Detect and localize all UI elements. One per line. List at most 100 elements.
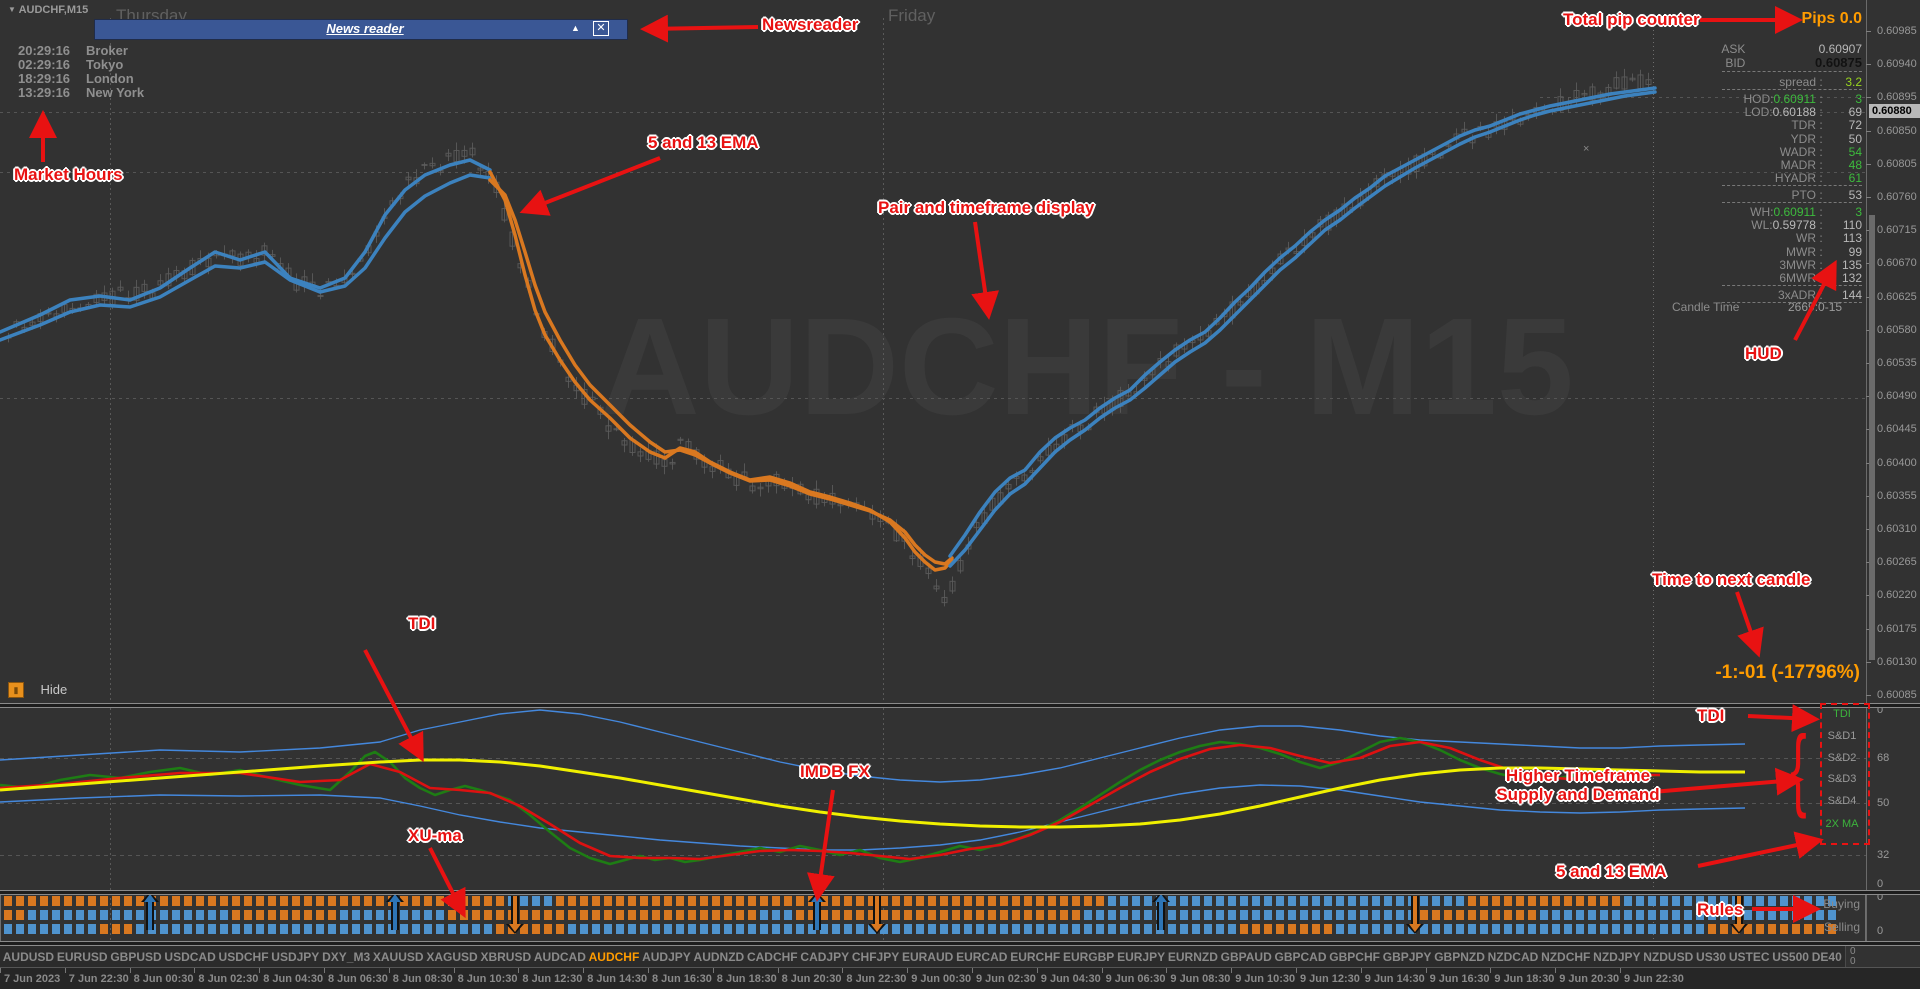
symbol-tab-gbpnzd[interactable]: GBPNZD	[1434, 950, 1485, 964]
chevron-down-icon[interactable]: ▼	[8, 5, 16, 14]
price-axis-label: 0.60310	[1877, 523, 1917, 535]
annotation-ema-bottom: 5 and 13 EMA	[1556, 862, 1667, 881]
hud-row-wh: WH: 0.60911 : 3	[1750, 204, 1862, 219]
symbol-tab-eurgbp[interactable]: EURGBP	[1062, 950, 1115, 964]
tdi-legend-box	[1820, 703, 1870, 845]
price-axis-label: 0.60940	[1877, 58, 1917, 71]
time-axis-tick	[1490, 968, 1492, 973]
tdi-scale-label: 32	[1877, 849, 1890, 861]
symbol-tab-chfjpy[interactable]: CHFJPY	[851, 950, 900, 964]
symbol-tab-gbpusd[interactable]: GBPUSD	[110, 950, 162, 964]
time-axis-label: 9 Jun 22:30	[1624, 973, 1684, 985]
price-axis-label: 0.60670	[1877, 257, 1917, 270]
time-axis-tick	[1620, 968, 1621, 973]
symbol-tab-xauusd[interactable]: XAUUSD	[372, 950, 424, 964]
current-price-box: 0.60880	[1869, 104, 1920, 118]
price-axis-tick	[1866, 230, 1871, 232]
symbol-tab-nzdusd[interactable]: NZDUSD	[1643, 950, 1694, 964]
symbol-tab-dxy_m3[interactable]: DXY_M3	[322, 950, 371, 964]
time-axis-tick	[777, 968, 779, 973]
price-axis[interactable]	[1866, 0, 1920, 945]
tdi-legend-tdi: TDI	[1833, 708, 1851, 720]
price-axis-tick	[1866, 197, 1871, 198]
symbol-tab-us500[interactable]: US500	[1772, 950, 1809, 964]
window-separator-2[interactable]	[0, 890, 1920, 895]
time-axis-label: 8 Jun 20:30	[781, 973, 842, 985]
time-axis-tick	[0, 968, 1, 973]
symbol-tab-audjpy[interactable]: AUDJPY	[642, 950, 691, 964]
window-separator-1[interactable]	[0, 703, 1920, 708]
time-axis-label: 8 Jun 14:30	[587, 973, 648, 985]
price-axis-label: 0.60130	[1877, 655, 1917, 668]
symbol-tab-audchf[interactable]: AUDCHF	[588, 950, 640, 964]
market-hours-row: 13:29:16 New York	[18, 85, 145, 100]
hide-button[interactable]: ▮ Hide	[8, 681, 67, 699]
symbol-tab-eurchf[interactable]: EURCHF	[1010, 950, 1061, 964]
symbol-tab-euraud[interactable]: EURAUD	[901, 950, 954, 964]
tdi-scale-label: 68	[1877, 752, 1890, 764]
hud-row-wadr: WADR : 54	[1779, 144, 1862, 159]
symbol-tab-xagusd[interactable]: XAGUSD	[426, 950, 478, 964]
price-axis-label: 0.60085	[1877, 689, 1917, 701]
symbol-tab-usdchf[interactable]: USDCHF	[218, 950, 269, 964]
time-axis[interactable]: 7 Jun 2023 7 Jun 22:30 8 Jun 00:30 8 Jun 02…	[0, 967, 1920, 989]
news-reader-titlebar[interactable]: News reader ▲ ✕	[94, 19, 628, 40]
symbol-tab-ustec[interactable]: USTEC	[1728, 950, 1770, 964]
hide-button-label[interactable]: Hide	[40, 682, 68, 698]
symbol-tab-audcad[interactable]: AUDCAD	[533, 950, 586, 964]
symbol-tab-nzdjpy[interactable]: NZDJPY	[1593, 950, 1641, 964]
close-icon[interactable]: ✕	[593, 21, 609, 36]
price-axis-label: 0.60895	[1877, 91, 1917, 104]
symbol-tab-audnzd[interactable]: AUDNZD	[693, 950, 745, 964]
time-axis-label: 9 Jun 16:30	[1429, 973, 1490, 985]
symbol-tab-us30[interactable]: US30	[1696, 950, 1727, 964]
collapse-triangle-icon[interactable]: ▲	[571, 23, 580, 33]
price-axis-tick	[1866, 562, 1871, 564]
svg-text:×: ×	[1583, 143, 1589, 155]
symbol-tab-usdcad[interactable]: USDCAD	[164, 950, 216, 964]
symbol-tab-xbrusd[interactable]: XBRUSD	[480, 950, 532, 964]
symbol-tab-eurjpy[interactable]: EURJPY	[1117, 950, 1166, 964]
time-axis-tick	[842, 968, 844, 973]
pips-counter: Pips 0.0	[1801, 10, 1862, 27]
time-axis-label: 9 Jun 14:30	[1364, 973, 1425, 985]
time-axis-tick	[712, 968, 714, 973]
annotation-tdi-main: TDI	[408, 614, 436, 633]
price-axis-tick	[1866, 363, 1871, 364]
symbol-tab-cadjpy[interactable]: CADJPY	[800, 950, 850, 964]
symbol-tab-eurcad[interactable]: EURCAD	[956, 950, 1008, 964]
symbol-tab-eurusd[interactable]: EURUSD	[56, 950, 108, 964]
hud-separator	[1722, 285, 1862, 286]
symbol-tab-usdjpy[interactable]: USDJPY	[271, 950, 320, 964]
symbol-tab-nzdchf[interactable]: NZDCHF	[1541, 950, 1591, 964]
signals-window-frame	[0, 893, 1866, 942]
annotation-pair-tf: Pair and timeframe display	[878, 198, 1095, 217]
symbol-tab-gbpchf[interactable]: GBPCHF	[1329, 950, 1380, 964]
hud-row-ydr: YDR : 50	[1790, 131, 1862, 146]
hide-button-icon[interactable]: ▮	[8, 681, 24, 698]
symbol-tab-de40[interactable]: DE40	[1811, 950, 1842, 964]
time-axis-tick	[1166, 968, 1168, 973]
candle-countdown: -1:-01 (-17796%)	[1715, 662, 1860, 683]
symbol-tab-audusd[interactable]: AUDUSD	[2, 950, 55, 964]
price-axis-tick	[1866, 31, 1871, 32]
price-axis-tick	[1866, 661, 1871, 663]
window-separator-3[interactable]	[0, 941, 1920, 946]
symbol-tab-eurnzd[interactable]: EURNZD	[1167, 950, 1218, 964]
symbol-tab-nzdcad[interactable]: NZDCAD	[1487, 950, 1539, 964]
time-axis-tick	[388, 968, 390, 973]
tdi-scale-label: 0	[1877, 878, 1884, 890]
symbol-tab-gbpjpy[interactable]: GBPJPY	[1382, 950, 1432, 964]
symbol-tab-gbpaud[interactable]: GBPAUD	[1220, 950, 1272, 964]
sd-brace: {	[1790, 716, 1807, 820]
symbol-tab-gbpcad[interactable]: GBPCAD	[1274, 950, 1327, 964]
price-axis-tick	[1866, 429, 1871, 431]
price-axis-label: 0.60805	[1877, 157, 1917, 170]
time-axis-label: 9 Jun 12:30	[1300, 973, 1360, 985]
candle-time-label: Candle Time	[1672, 300, 1740, 314]
signals-scale-top: 0	[1877, 891, 1884, 903]
symbol-tab-cadchf[interactable]: CADCHF	[746, 950, 798, 964]
hud-row-hyadr: HYADR : 61	[1774, 170, 1862, 185]
buying-label: Buying	[1823, 897, 1860, 911]
time-axis-label: 8 Jun 12:30	[522, 973, 583, 985]
